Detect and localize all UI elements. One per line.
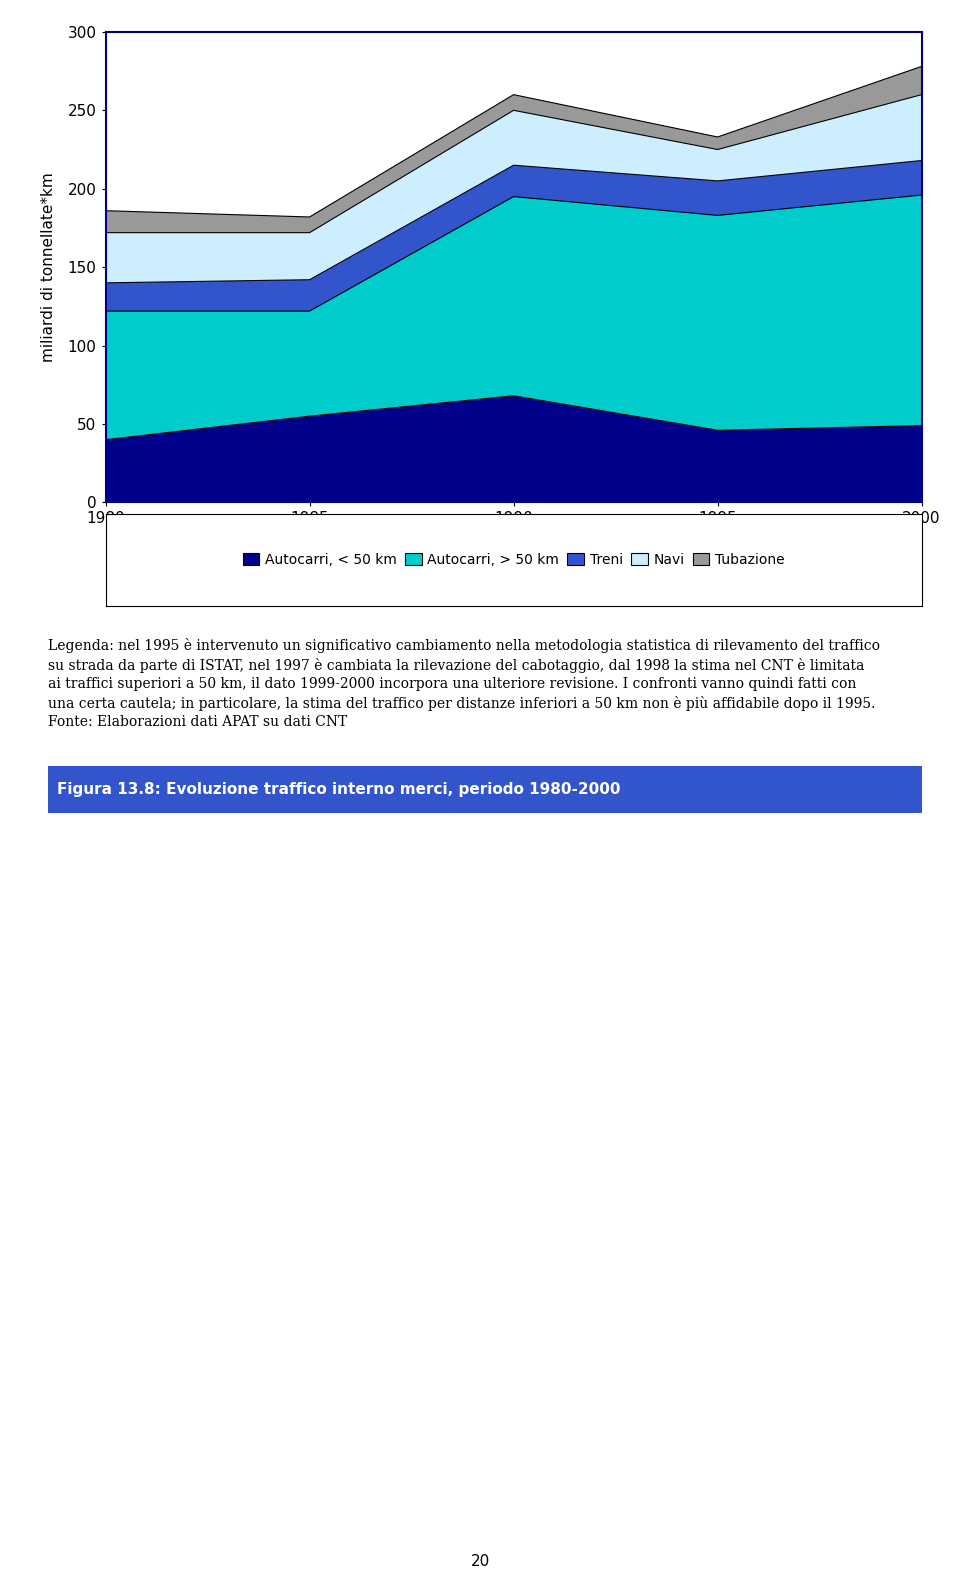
Text: Figura 13.8: Evoluzione traffico interno merci, periodo 1980-2000: Figura 13.8: Evoluzione traffico interno…	[57, 782, 620, 798]
Legend: Autocarri, < 50 km, Autocarri, > 50 km, Treni, Navi, Tubazione: Autocarri, < 50 km, Autocarri, > 50 km, …	[237, 547, 790, 573]
Y-axis label: miliardi di tonnellate*km: miliardi di tonnellate*km	[41, 172, 57, 362]
Text: Legenda: nel 1995 è intervenuto un significativo cambiamento nella metodologia s: Legenda: nel 1995 è intervenuto un signi…	[48, 638, 880, 729]
Text: 20: 20	[470, 1554, 490, 1569]
